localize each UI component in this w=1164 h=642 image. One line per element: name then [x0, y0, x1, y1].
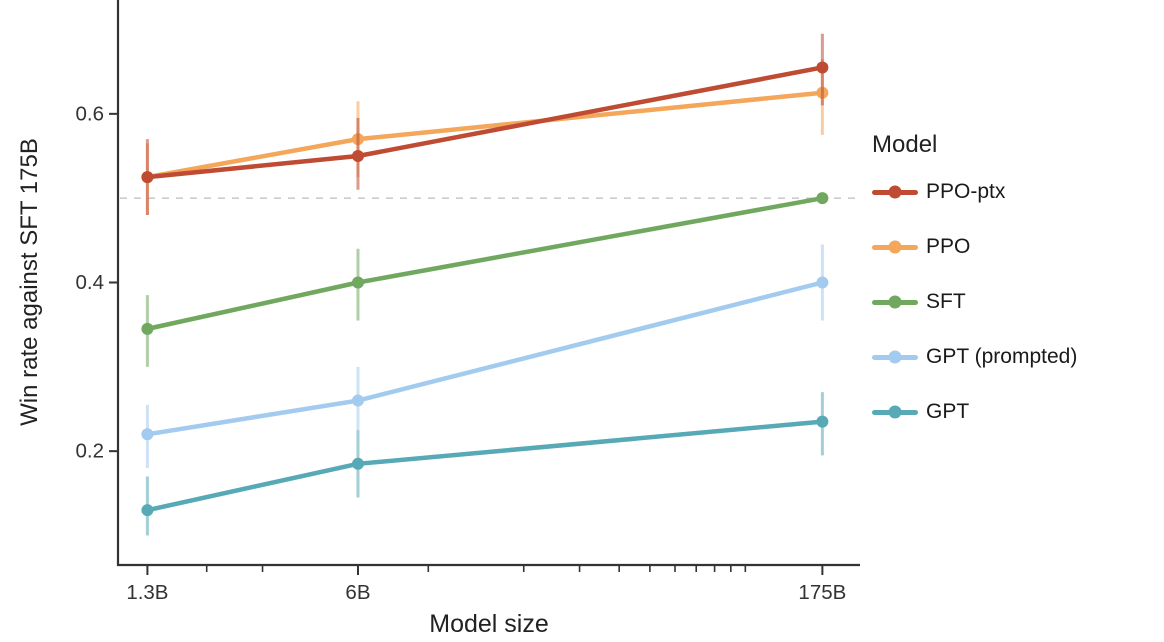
series-line — [145, 419, 825, 513]
series-gpt-prompted — [141, 244, 829, 469]
legend-item: GPT — [872, 398, 1077, 426]
legend-swatch-dot-icon — [888, 295, 902, 309]
legend-item-label: GPT — [926, 400, 970, 423]
x-tick-label: 6B — [345, 581, 370, 604]
series-ppo — [141, 59, 829, 216]
legend-item-label: PPO — [926, 235, 971, 258]
legend-item: PPO — [872, 233, 1077, 261]
legend-item-label: SFT — [926, 290, 966, 313]
series-line — [145, 90, 825, 180]
data-point — [141, 428, 154, 441]
legend: Model PPO-ptx PPO SFT GPT (prompted) GPT — [872, 131, 1077, 426]
legend-swatch-line-icon — [872, 350, 918, 364]
data-point — [816, 276, 829, 289]
legend-swatch-dot-icon — [888, 240, 902, 254]
legend-swatch-line-icon — [872, 295, 918, 309]
legend-title: Model — [872, 131, 938, 158]
x-tick-label: 1.3B — [126, 581, 168, 604]
data-point — [351, 150, 364, 163]
legend-swatch-dot-icon — [888, 185, 902, 199]
legend-item-label: PPO-ptx — [926, 180, 1006, 203]
legend-item: PPO-ptx — [872, 178, 1077, 206]
data-point — [141, 322, 154, 335]
legend-swatch-line-icon — [872, 240, 918, 254]
data-point — [816, 415, 829, 428]
series-ppo-ptx — [141, 33, 829, 216]
legend-item: SFT — [872, 288, 1077, 316]
y-tick-label: 0.4 — [76, 271, 105, 294]
series-sft — [141, 192, 829, 367]
y-tick-label: 0.2 — [76, 440, 105, 463]
legend-swatch-dot-icon — [888, 350, 902, 364]
x-tick-label: 175B — [798, 581, 846, 604]
legend-swatch-line-icon — [872, 185, 918, 199]
data-point — [816, 61, 829, 74]
x-axis-title: Model size — [429, 610, 549, 638]
y-axis-title: Win rate against SFT 175B — [16, 138, 43, 426]
legend-item: GPT (prompted) — [872, 343, 1077, 371]
legend-swatch-line-icon — [872, 405, 918, 419]
data-point — [141, 504, 154, 517]
data-point — [351, 276, 364, 289]
legend-item-label: GPT (prompted) — [926, 345, 1078, 368]
data-point — [351, 394, 364, 407]
legend-items: PPO-ptx PPO SFT GPT (prompted) GPT — [872, 178, 1077, 426]
data-point — [816, 192, 829, 205]
y-tick-label: 0.6 — [76, 102, 105, 125]
data-point — [141, 171, 154, 184]
legend-swatch-dot-icon — [888, 405, 902, 419]
series-gpt — [141, 392, 829, 536]
data-point — [351, 457, 364, 470]
